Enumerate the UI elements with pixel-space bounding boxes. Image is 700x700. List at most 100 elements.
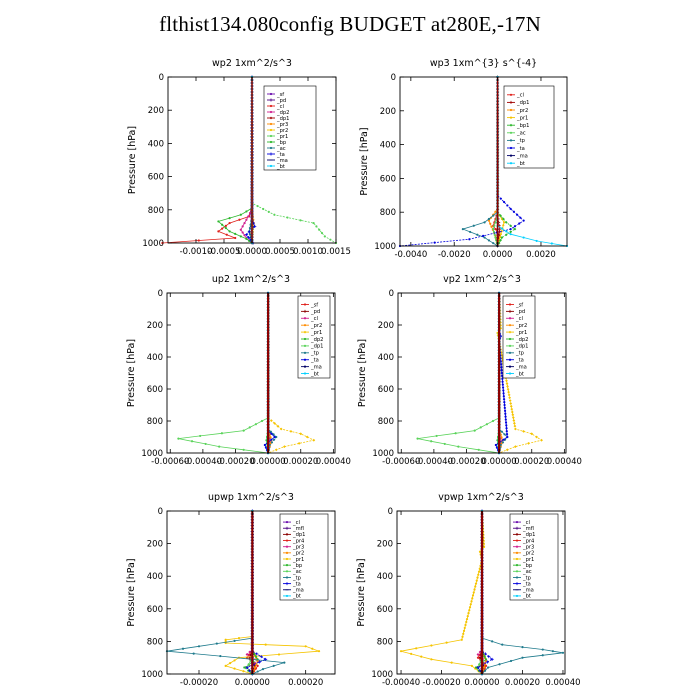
legend-marker [269,122,273,126]
legend-marker [285,545,289,549]
data-point [507,393,511,397]
data-point [247,663,250,666]
data-point [494,228,497,231]
data-point [492,242,495,245]
legend-label: _tp [522,575,532,581]
legend-entry: _pr2 [507,108,528,114]
data-point [495,446,499,449]
legend-marker [285,576,289,579]
legend-entry: _ma [513,588,534,594]
legend-entry: _pr1 [513,557,534,563]
legend-label: _bt [310,371,319,377]
data-point [511,413,515,417]
x-tick-label: 0.0015 [321,247,351,257]
data-point [504,233,508,237]
legend-label: _pr2 [515,323,527,329]
legend-marker [515,594,519,598]
data-point [224,224,227,227]
legend-marker [303,330,307,334]
data-point [241,225,244,228]
data-point [499,214,502,217]
legend-marker [303,317,307,320]
data-point [474,585,477,588]
data-point [229,662,232,665]
legend-marker [508,372,512,376]
data-point [233,639,236,642]
legend-label: _dp1 [515,344,528,350]
data-point [502,398,506,401]
data-point [248,226,251,230]
legend-entry: _pd [267,98,286,104]
data-point [430,658,433,661]
data-point [514,445,517,448]
data-point [478,567,481,570]
legend-entry: _ta [267,152,285,158]
legend-entry: _cl [283,520,300,526]
data-point [509,233,512,236]
x-tick-label: -0.00020 [447,457,485,467]
legend-entry: _pr3 [283,544,304,550]
data-point [521,656,524,659]
data-point [399,650,403,653]
data-point [254,423,257,426]
data-point [317,650,321,653]
data-point [247,230,251,234]
legend-marker [515,570,519,573]
data-point [505,430,508,433]
legend-entry: _dp1 [301,344,323,350]
data-point [502,395,505,398]
data-point [476,576,479,579]
data-point [467,612,470,615]
data-point [494,221,497,224]
data-point [190,440,194,443]
data-point [500,430,503,433]
data-point [415,647,418,650]
legend-marker [285,557,289,561]
data-point [483,236,486,239]
data-point [500,366,503,369]
data-point [318,228,321,231]
data-point [224,226,227,230]
data-point [500,371,503,375]
data-point [270,438,273,441]
data-point [503,221,506,224]
plot-frame [396,510,566,675]
data-point [501,217,505,221]
legend-label: _tp [515,351,525,357]
plot-frame [399,76,568,247]
data-point [256,659,259,663]
panel-5: upwp 1xm^2/s^3 Pressure [hPa] 0 200 400 600 80… [126,492,336,688]
panel-2: wp3 1xm^{3} s^{-4} Pressure [hPa] 0 200 400 6… [359,58,569,260]
legend-box [263,85,317,171]
data-point [504,220,508,224]
y-axis-label: Pressure [hPa] [127,126,138,194]
legend-marker [303,309,307,313]
legend-marker [285,551,289,554]
legend-label: _ta [516,146,525,152]
data-point [535,435,539,439]
y-tick-label: 800 [377,637,393,647]
y-tick-label: 1000 [142,239,164,249]
data-point [530,432,534,436]
data-point [270,432,273,435]
data-point [472,591,475,594]
legend-marker [285,520,289,524]
data-point [305,435,309,439]
legend-entry: _pr2 [301,323,322,329]
data-point [215,642,218,645]
data-point [518,222,521,225]
data-point [501,441,505,444]
data-point [238,218,241,221]
data-point [253,224,257,228]
legend-entry: _dp2 [267,110,289,116]
data-point [506,385,509,388]
y-tick-label: 1000 [374,242,396,252]
data-point [509,224,513,228]
x-tick-label: 0.00000 [482,457,517,467]
legend-label: _ta [310,358,319,364]
series-dp1 [177,291,270,455]
legend-marker [285,539,289,542]
data-point [485,423,488,426]
data-point [241,231,244,234]
data-point [248,426,251,429]
